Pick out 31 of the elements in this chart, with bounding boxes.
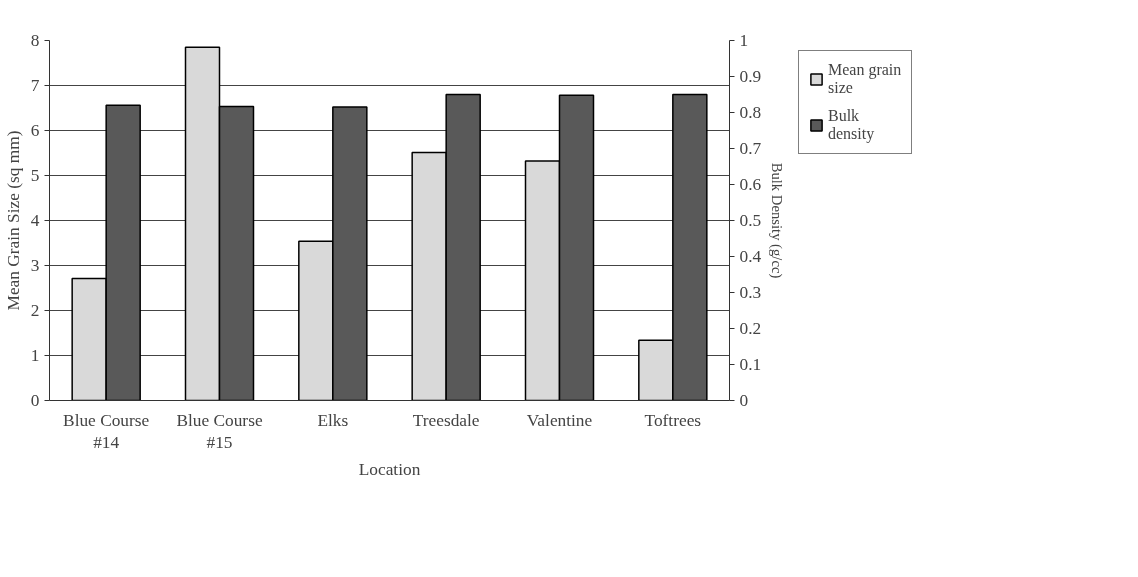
y-tick-label: 1	[30, 346, 40, 365]
y2-tick-label: 0.4	[739, 247, 762, 266]
y2-tick-label: 0.5	[739, 211, 762, 230]
legend-label: Bulk density	[828, 107, 875, 143]
y-tick-label: 3	[30, 256, 40, 275]
y2-tick-label: 0.9	[739, 67, 762, 86]
y2-tick-label: 0.3	[739, 283, 762, 302]
y-axis-title: Mean Grain Size (sq mm)	[3, 130, 23, 311]
y-tick-label: 8	[30, 31, 40, 50]
y2-axis-title: Bulk Density (g/cc)	[768, 162, 786, 279]
y2-tick-label: 1	[739, 31, 749, 50]
y2-tick-label: 0.7	[739, 139, 762, 158]
x-tick-label: Valentine	[526, 410, 593, 430]
y2-tick-label: 0	[739, 391, 749, 410]
y2-tick-label: 0.6	[739, 175, 762, 194]
y-tick-label: 6	[30, 121, 40, 140]
y-tick-label: 5	[30, 166, 40, 185]
y2-tick-label: 0.1	[739, 355, 762, 374]
y-tick-label: 4	[30, 211, 40, 230]
x-tick-label: Blue Course #14	[63, 410, 150, 453]
x-tick-label: Elks	[317, 410, 349, 430]
x-tick-label: Blue Course #15	[176, 410, 263, 453]
x-tick-label: Toftrees	[644, 410, 702, 430]
x-tick-label: Treesdale	[412, 410, 480, 430]
y-tick-label: 0	[30, 391, 40, 410]
y-tick-label: 2	[30, 301, 40, 320]
y2-tick-label: 0.2	[739, 319, 762, 338]
y-tick-label: 7	[30, 76, 40, 95]
x-axis-title: Location	[358, 460, 421, 480]
y2-tick-label: 0.8	[739, 103, 762, 122]
legend-label: Mean grain size	[828, 61, 902, 97]
